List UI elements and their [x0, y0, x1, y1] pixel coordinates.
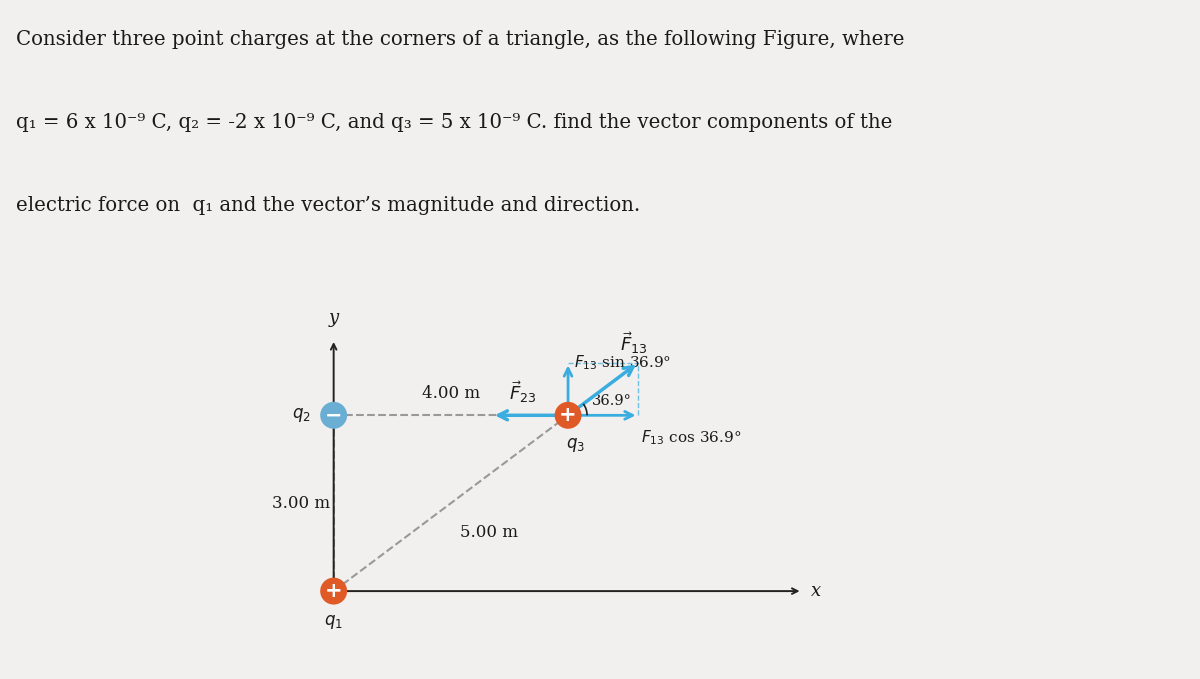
Text: $F_{13}$ sin 36.9°: $F_{13}$ sin 36.9° [574, 353, 671, 372]
Circle shape [554, 402, 582, 428]
Text: electric force on  q₁ and the vector’s magnitude and direction.: electric force on q₁ and the vector’s ma… [16, 196, 640, 215]
Text: $\vec{F}_{23}$: $\vec{F}_{23}$ [510, 379, 536, 405]
Text: −: − [325, 405, 342, 425]
Text: 36.9°: 36.9° [592, 394, 631, 408]
Text: 3.00 m: 3.00 m [272, 495, 330, 512]
Text: +: + [325, 581, 342, 601]
Text: $F_{13}$ cos 36.9°: $F_{13}$ cos 36.9° [641, 428, 742, 447]
Text: Consider three point charges at the corners of a triangle, as the following Figu: Consider three point charges at the corn… [16, 30, 904, 49]
Text: $q_2$: $q_2$ [292, 406, 311, 424]
Text: $q_3$: $q_3$ [565, 436, 584, 454]
Text: $\vec{F}_{13}$: $\vec{F}_{13}$ [620, 330, 648, 356]
Text: y: y [329, 310, 338, 327]
Text: q₁ = 6 x 10⁻⁹ C, q₂ = -2 x 10⁻⁹ C, and q₃ = 5 x 10⁻⁹ C. find the vector componen: q₁ = 6 x 10⁻⁹ C, q₂ = -2 x 10⁻⁹ C, and q… [16, 113, 892, 132]
Text: 5.00 m: 5.00 m [460, 524, 517, 540]
Text: $q_1$: $q_1$ [324, 612, 343, 631]
Circle shape [320, 578, 347, 604]
Text: +: + [559, 405, 577, 425]
Text: x: x [811, 582, 821, 600]
Circle shape [320, 402, 347, 428]
Text: 4.00 m: 4.00 m [421, 386, 480, 403]
